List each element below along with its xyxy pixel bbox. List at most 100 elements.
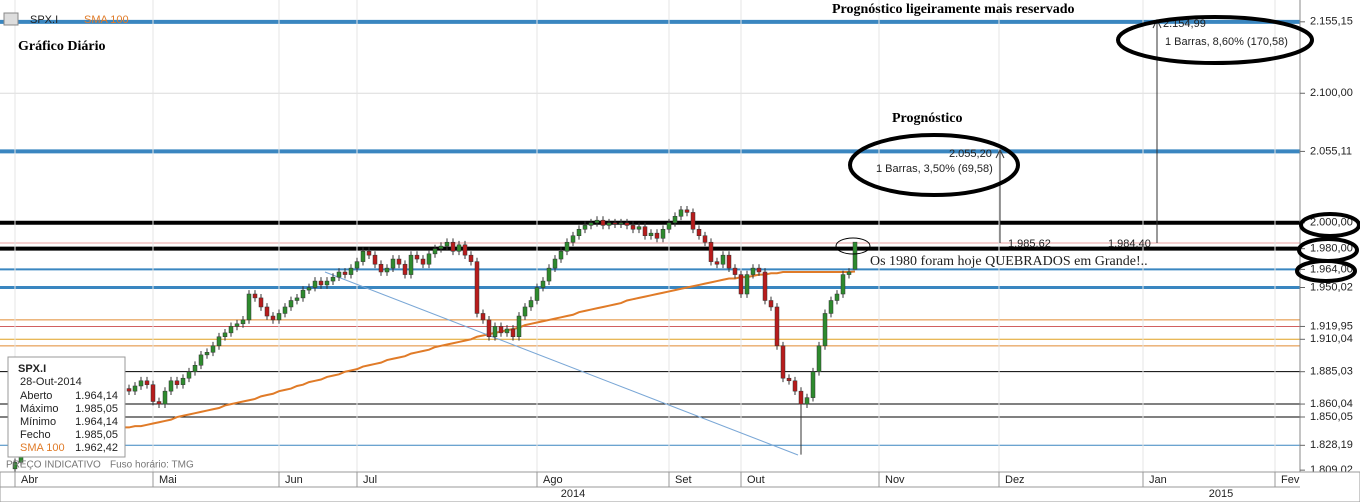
candle-body — [744, 274, 750, 295]
x-axis-labels: Abr Mai Jun Jul Ago Set Out Nov Dez Jan Fev 2014 201… — [14, 472, 1300, 500]
candle-body — [336, 271, 342, 278]
plot — [0, 0, 1300, 473]
highlight-ellipse — [1295, 259, 1357, 283]
footnote: Fuso horário: TMG — [110, 460, 194, 471]
candle-body — [378, 263, 384, 273]
y-tick-label: 1.860,04 — [1310, 398, 1353, 410]
candle-body — [774, 306, 780, 347]
info-value: 1.962,42 — [75, 442, 118, 454]
candle-body — [276, 313, 282, 321]
candle-body — [360, 251, 366, 262]
candle-body — [294, 297, 300, 301]
x-tick-label: Ago — [543, 474, 563, 486]
candle-body — [732, 267, 738, 275]
candle-body — [150, 384, 156, 402]
candle-body — [186, 371, 192, 379]
y-tick-label: 2.155,15 — [1310, 16, 1353, 28]
symbol-label[interactable]: SPX.I — [30, 14, 58, 26]
candle-body — [678, 209, 684, 217]
y-tick-label: 2.055,11 — [1310, 145, 1352, 157]
info-label: Máximo — [20, 403, 59, 415]
candle-body — [402, 263, 408, 275]
chart-title: Prognóstico ligeiramente mais reservado — [832, 2, 1074, 17]
toolbar-icon[interactable] — [3, 12, 19, 26]
highlight-ellipse — [835, 237, 871, 255]
info-label: SMA 100 — [20, 442, 65, 454]
highlight-ellipse — [848, 133, 1020, 197]
year-label: 2015 — [1209, 488, 1233, 500]
candle-body — [726, 254, 732, 269]
candle-body — [192, 365, 198, 372]
candle-body — [468, 254, 474, 262]
candle-body — [534, 287, 540, 301]
y-tick-label: 1.910,04 — [1310, 333, 1353, 345]
candle-body — [672, 216, 678, 224]
candle-body — [222, 332, 228, 338]
annotation: Prognóstico — [892, 111, 963, 126]
y-tick-label: 1.980,00 — [1310, 243, 1353, 255]
candle-body — [654, 232, 660, 239]
annotation: Os 1980 foram hoje QUEBRADOS em Grande!.… — [870, 254, 1148, 269]
y-tick-label: 1.850,05 — [1310, 411, 1353, 423]
candle-body — [798, 390, 804, 405]
candle-body — [762, 271, 768, 301]
sma-line — [14, 270, 856, 442]
candle-body — [786, 377, 792, 382]
candle-body — [720, 254, 726, 265]
candle-body — [618, 222, 624, 225]
candle-body — [156, 401, 162, 405]
candle-body — [384, 267, 390, 273]
candle-body — [588, 222, 594, 226]
candle-body — [738, 274, 744, 295]
candle-body — [312, 280, 318, 288]
y-tick-label: 2.100,00 — [1310, 87, 1353, 99]
indicator-label[interactable]: SMA 100 — [84, 14, 129, 26]
candle-body — [594, 219, 600, 224]
candle-body — [516, 315, 522, 338]
x-tick-label: Jun — [285, 474, 303, 486]
x-tick-label: Jul — [363, 474, 377, 486]
candle-body — [612, 222, 618, 225]
candle-body — [342, 271, 348, 275]
candle-body — [198, 354, 204, 366]
candle-body — [480, 313, 486, 321]
candle-body — [660, 229, 666, 239]
x-tick-label: Dez — [1005, 474, 1025, 486]
candle-body — [492, 326, 498, 338]
candle-body — [414, 254, 420, 260]
candle-body — [216, 336, 222, 347]
info-symbol: SPX.I — [18, 363, 46, 375]
x-tick-label: Set — [675, 474, 692, 486]
candle-body — [444, 241, 450, 247]
candle-body — [138, 380, 144, 387]
candle-body — [426, 253, 432, 265]
candle-body — [348, 267, 354, 275]
y-tick-label: 1.919,95 — [1310, 320, 1353, 332]
candle-body — [528, 300, 534, 308]
x-tick-label: Mai — [159, 474, 177, 486]
candle-body — [390, 258, 396, 269]
candle-body — [714, 261, 720, 265]
candle-body — [432, 248, 438, 255]
y-tick-label: 1.950,02 — [1310, 281, 1353, 293]
candle-body — [648, 232, 654, 236]
candle-body — [780, 345, 786, 379]
candle-body — [846, 271, 852, 275]
arrow-head — [995, 148, 1005, 159]
candle-body — [300, 289, 306, 299]
candle-body — [804, 397, 810, 405]
info-box: SPX.I 28-Out-2014 Aberto 1.964,14 Máximo 1.… — [7, 356, 126, 458]
candle-body — [126, 388, 132, 392]
candle-body — [180, 377, 186, 385]
candle-body — [756, 267, 762, 273]
candle-body — [324, 280, 330, 286]
candle-body — [462, 244, 468, 256]
candle-body — [330, 276, 336, 282]
candle-body — [306, 287, 312, 291]
annotation: 1.984,40 — [1108, 238, 1151, 250]
candle-body — [450, 241, 456, 252]
candle-body — [570, 235, 576, 243]
candle-body — [708, 241, 714, 262]
chart-subtitle: Gráfico Diário — [18, 39, 105, 54]
